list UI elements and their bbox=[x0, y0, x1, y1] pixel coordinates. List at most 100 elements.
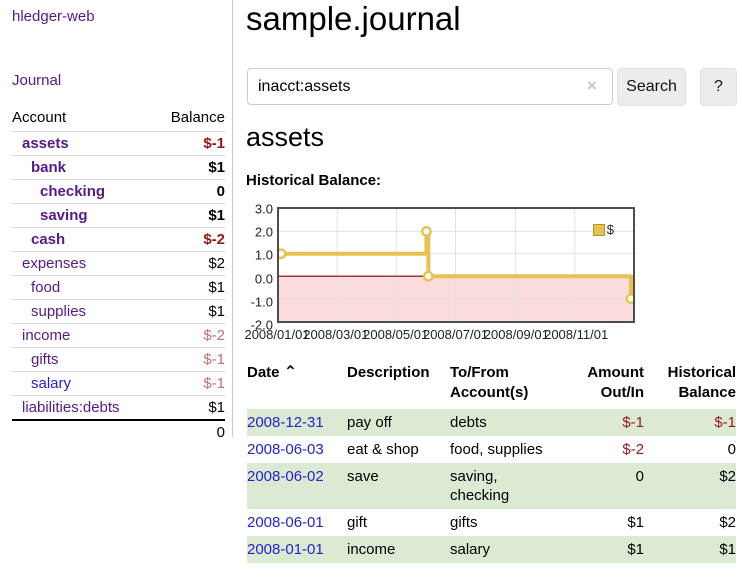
register-row[interactable]: 2008-06-03 eat & shop food, supplies $-2 0 bbox=[247, 436, 736, 463]
x-tick-label: 2008/11/01 bbox=[544, 327, 609, 342]
register-header-description: Description bbox=[347, 364, 430, 381]
register-amount-cell: $-2 bbox=[622, 441, 644, 458]
x-tick-label: 2008/03/01 bbox=[303, 327, 369, 342]
transaction-date-link[interactable]: 2008-01-01 bbox=[247, 541, 324, 558]
account-link[interactable]: expenses bbox=[22, 255, 87, 272]
accounts-header-balance: Balance bbox=[170, 109, 225, 126]
register-date-cell: 2008-06-02 bbox=[247, 463, 347, 509]
account-link[interactable]: cash bbox=[31, 231, 66, 248]
account-row: cash $-2 bbox=[12, 227, 225, 252]
register-header-amount: Amount Out/In bbox=[587, 364, 644, 401]
register-description-cell: pay off bbox=[347, 409, 450, 436]
y-tick-label: 1.0 bbox=[254, 247, 273, 263]
register-description-cell: save bbox=[347, 463, 450, 509]
register-header-date[interactable]: Date ⌃ bbox=[247, 363, 347, 409]
accounts-total-row: 0 bbox=[12, 419, 225, 444]
register-row[interactable]: 2008-01-01 income salary $1 $1 bbox=[247, 536, 736, 563]
transaction-date-link[interactable]: 2008-06-02 bbox=[247, 468, 324, 485]
account-balance: $1 bbox=[153, 275, 225, 300]
accounts-header-account: Account bbox=[12, 109, 67, 126]
register-date-cell: 2008-06-03 bbox=[247, 436, 347, 463]
chart-title: Historical Balance: bbox=[246, 172, 382, 189]
accounts-header-row: Account Balance bbox=[12, 105, 225, 132]
account-balance: $-1 bbox=[153, 131, 225, 156]
account-row: bank $1 bbox=[12, 155, 225, 180]
register-accounts-cell: debts bbox=[450, 409, 563, 436]
search-input[interactable] bbox=[247, 68, 613, 105]
register-accounts-cell: food, supplies bbox=[450, 441, 543, 458]
account-link[interactable]: bank bbox=[31, 159, 67, 176]
account-balance: $-2 bbox=[153, 323, 225, 348]
account-link[interactable]: liabilities:debts bbox=[22, 399, 120, 416]
account-balance: $-1 bbox=[153, 371, 225, 396]
register-description-cell: gift bbox=[347, 514, 368, 531]
account-row: salary $-1 bbox=[12, 371, 225, 396]
account-row: gifts $-1 bbox=[12, 347, 225, 372]
sort-ascending-icon: ⌃ bbox=[283, 364, 298, 381]
account-balance: $2 bbox=[153, 251, 225, 276]
register-balance-cell: $2 bbox=[644, 463, 736, 509]
register-accounts-cell: gifts bbox=[450, 514, 478, 531]
account-link[interactable]: saving bbox=[40, 207, 88, 224]
y-tick-label: 3.0 bbox=[254, 201, 273, 217]
account-balance: 0 bbox=[153, 179, 225, 204]
account-row: saving $1 bbox=[12, 203, 225, 228]
register-row[interactable]: 2008-06-02 save saving, checking 0 $2 bbox=[247, 463, 736, 509]
register-row[interactable]: 2008-12-31 pay off debts $-1 $-1 bbox=[247, 409, 736, 436]
register-date-cell: 2008-12-31 bbox=[247, 409, 347, 436]
search-clear-icon[interactable]: × bbox=[587, 76, 597, 95]
account-link[interactable]: supplies bbox=[31, 303, 87, 320]
register-header-balance: Historical Balance bbox=[667, 364, 736, 401]
account-row: assets $-1 bbox=[12, 131, 225, 156]
transaction-date-link[interactable]: 2008-06-01 bbox=[247, 514, 324, 531]
register-amount-cell: $-1 bbox=[563, 409, 644, 436]
account-link[interactable]: checking bbox=[40, 183, 106, 200]
register-balance-cell: $2 bbox=[719, 514, 736, 531]
register-header-accounts: To/From Account(s) bbox=[450, 364, 529, 401]
x-tick-label: 2008/09/01 bbox=[483, 327, 549, 342]
account-link[interactable]: salary bbox=[31, 375, 72, 392]
register-balance-cell: $-1 bbox=[644, 409, 736, 436]
search-button[interactable]: Search bbox=[617, 68, 686, 106]
legend-label: $ bbox=[606, 222, 614, 237]
y-tick-label: 2.0 bbox=[254, 224, 273, 240]
register-description-cell: income bbox=[347, 536, 450, 563]
register-amount-cell: $1 bbox=[627, 514, 644, 531]
account-link[interactable]: gifts bbox=[31, 351, 59, 368]
account-row: liabilities:debts $1 bbox=[12, 395, 225, 420]
transaction-date-link[interactable]: 2008-06-03 bbox=[247, 441, 324, 458]
y-tick-label: -2.0 bbox=[250, 317, 273, 333]
chart-plot-area: $ bbox=[277, 207, 635, 323]
account-link[interactable]: food bbox=[31, 279, 61, 296]
chart-svg bbox=[279, 209, 633, 321]
account-balance: $1 bbox=[153, 203, 225, 228]
register-accounts-cell: salary bbox=[450, 536, 563, 563]
register-balance-cell: $1 bbox=[644, 536, 736, 563]
transaction-date-link[interactable]: 2008-12-31 bbox=[247, 414, 324, 431]
account-row: supplies $1 bbox=[12, 299, 225, 324]
accounts-table: Account Balance assets $-1 bank $1 checking 0… bbox=[12, 105, 225, 444]
account-link[interactable]: assets bbox=[22, 135, 69, 152]
register-row[interactable]: 2008-06-01 gift gifts $1 $2 bbox=[247, 509, 736, 536]
search-help-button[interactable]: ? bbox=[700, 68, 737, 106]
page-title: sample.journal bbox=[246, 0, 461, 37]
accounts-total-spacer bbox=[12, 419, 154, 444]
register-amount-cell: $1 bbox=[563, 536, 644, 563]
account-balance: $-2 bbox=[153, 227, 225, 252]
register-accounts-cell: saving, checking bbox=[450, 463, 563, 509]
legend-swatch-icon bbox=[592, 223, 605, 236]
account-link[interactable]: income bbox=[22, 327, 71, 344]
historical-balance-chart: $ 3.0 2.0 1.0 0.0 -1.0 -2.0 2008/01/01 2008/03… bbox=[244, 200, 742, 342]
register-date-cell: 2008-06-01 bbox=[247, 509, 347, 536]
app-title-link[interactable]: hledger-web bbox=[12, 8, 95, 25]
account-row: food $1 bbox=[12, 275, 225, 300]
nav-journal-link[interactable]: Journal bbox=[12, 72, 62, 89]
account-heading: assets bbox=[246, 122, 325, 152]
account-balance: $-1 bbox=[153, 347, 225, 372]
register-amount-cell: 0 bbox=[563, 463, 644, 509]
register-description-cell: eat & shop bbox=[347, 441, 419, 458]
y-tick-label: 0.0 bbox=[254, 271, 273, 287]
account-row: income $-2 bbox=[12, 323, 225, 348]
sidebar-divider bbox=[232, 0, 233, 437]
